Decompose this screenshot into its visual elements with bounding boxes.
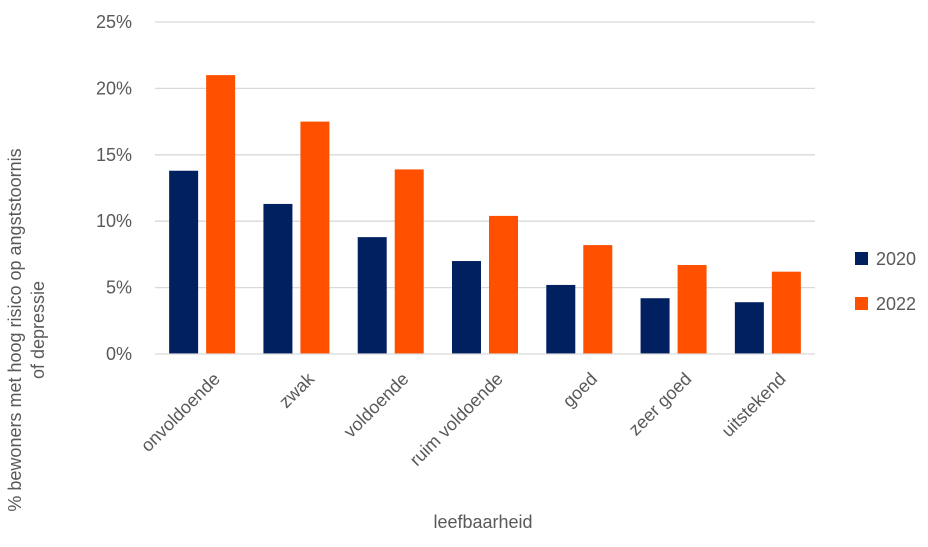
bars bbox=[169, 75, 801, 355]
x-tick-label: onvoldoende bbox=[137, 369, 224, 456]
bar-2022-goed bbox=[583, 245, 613, 354]
bar-2022-ruim-voldoende bbox=[489, 215, 518, 354]
bar-2022-onvoldoende bbox=[206, 75, 236, 355]
x-axis-title: leefbaarheid bbox=[433, 512, 532, 532]
legend-label-2020: 2020 bbox=[876, 249, 916, 269]
bar-2020-ruim-voldoende bbox=[452, 261, 481, 354]
y-tick-label: 25% bbox=[96, 12, 132, 32]
x-tick-label: zwak bbox=[275, 368, 319, 412]
x-tick-label: zeer goed bbox=[625, 369, 696, 440]
y-tick-label: 5% bbox=[106, 278, 132, 298]
bar-2022-zwak bbox=[300, 121, 330, 354]
x-tick-label: ruim voldoende bbox=[406, 369, 507, 470]
legend-label-2022: 2022 bbox=[876, 294, 916, 314]
bar-2020-zeer-goed bbox=[640, 298, 670, 354]
bar-2020-voldoende bbox=[357, 237, 387, 354]
y-tick-label: 15% bbox=[96, 145, 132, 165]
y-axis-title-line2: of depressie bbox=[28, 281, 48, 379]
y-tick-label: 20% bbox=[96, 78, 132, 98]
bar-2022-voldoende bbox=[394, 169, 424, 354]
x-tick-label: voldoende bbox=[340, 369, 413, 442]
y-tick-label: 0% bbox=[106, 344, 132, 364]
x-tick-label: uitstekend bbox=[718, 369, 790, 441]
legend: 2020 2022 bbox=[855, 249, 916, 314]
bar-2020-uitstekend bbox=[734, 302, 764, 354]
gridlines bbox=[155, 21, 815, 289]
y-axis-ticks: 0% 5% 10% 15% 20% 25% bbox=[96, 12, 132, 364]
bar-2020-zwak bbox=[263, 203, 293, 354]
y-tick-label: 10% bbox=[96, 211, 132, 231]
legend-swatch-2020 bbox=[855, 252, 868, 265]
x-tick-label: goed bbox=[559, 369, 601, 411]
bar-2020-onvoldoende bbox=[169, 170, 199, 354]
legend-swatch-2022 bbox=[855, 297, 868, 310]
y-axis-title-line1: % bewoners met hoog risico op angststoor… bbox=[5, 148, 25, 511]
bar-2022-zeer-goed bbox=[677, 265, 707, 354]
bar-2020-goed bbox=[546, 284, 576, 354]
bar-2022-uitstekend bbox=[771, 271, 801, 354]
